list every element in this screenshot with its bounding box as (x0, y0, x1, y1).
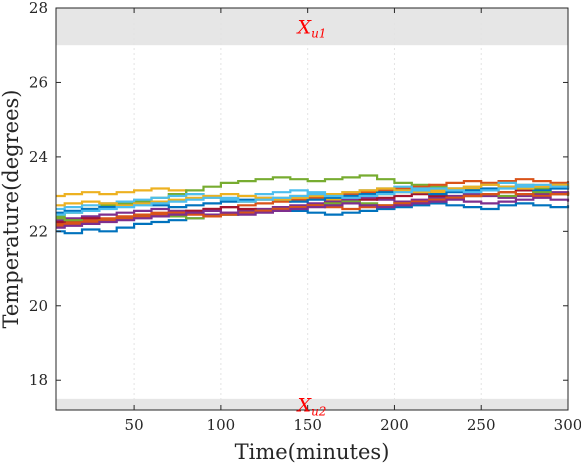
y-tick-label: 22 (29, 222, 48, 240)
y-tick-label: 26 (29, 73, 48, 91)
series-line-12 (56, 183, 570, 216)
series-line-4 (56, 178, 570, 225)
region-band-u1 (56, 8, 568, 46)
x-tick-label: 100 (207, 416, 236, 434)
y-tick-label: 24 (29, 148, 48, 166)
series-line-11 (56, 191, 570, 227)
x-tick-label: 50 (125, 416, 144, 434)
x-tick-label: 300 (554, 416, 581, 434)
axis-ticks: 50 100 150 200 250 300 18 20 22 24 26 28 (29, 0, 581, 434)
x-tick-label: 250 (467, 416, 496, 434)
y-tick-label: 20 (29, 297, 48, 315)
series-group (56, 174, 570, 235)
region-labels: Xu1 Xu2 (296, 17, 327, 419)
series-line-13 (56, 196, 570, 229)
y-axis-title: Temperature(degrees) (0, 90, 23, 329)
plot-frame (55, 7, 569, 411)
x-tick-label: 200 (380, 416, 409, 434)
x-tick-label: 150 (293, 416, 322, 434)
y-tick-label: 28 (29, 0, 48, 17)
region-label-u2: Xu2 (296, 394, 327, 418)
series-line-3 (56, 202, 570, 235)
y-tick-label: 18 (29, 371, 48, 389)
region-band-u2 (56, 398, 568, 410)
region-label-u1: Xu1 (296, 17, 327, 41)
x-axis-title: Time(minutes) (235, 440, 390, 464)
unsafe-regions (56, 8, 568, 410)
